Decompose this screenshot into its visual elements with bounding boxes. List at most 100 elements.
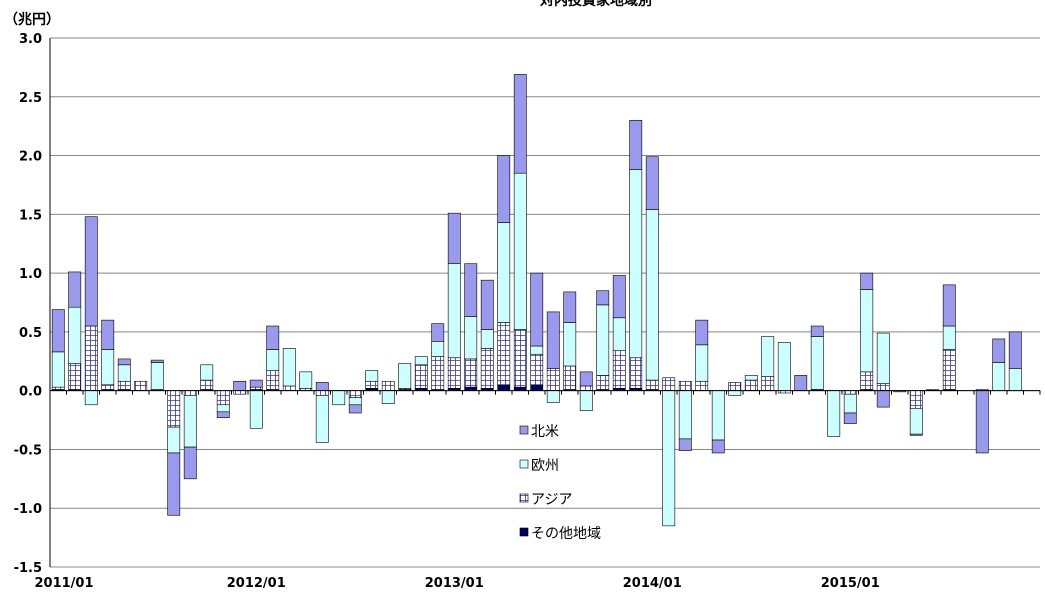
bar-north_america-40 [711,439,725,454]
bar-north_america-32 [579,371,593,387]
bar-asia-29 [530,353,544,386]
bar-north_america-27 [497,155,511,223]
bar-asia-30 [546,368,560,391]
bar-europe-26 [480,329,494,349]
legend-swatch-asia [519,493,529,503]
bar-asia-50 [876,383,890,391]
bar-north_america-3 [101,319,115,350]
bar-north_america-52 [909,433,923,436]
y-tick-label: 2.0 [19,150,42,165]
gridlines [50,37,1040,568]
bar-north_america-2 [84,216,98,327]
bar-north_america-45 [794,375,808,391]
y-tick-label: -0.5 [14,443,42,458]
bar-europe-10 [216,404,230,413]
bar-europe-40 [711,390,725,441]
bar-north_america-46 [810,325,824,337]
bar-north_america-13 [266,325,280,350]
bar-asia-54 [942,349,956,390]
bar-asia-27 [497,322,511,386]
bar-north_america-8 [183,446,197,480]
bar-north_america-12 [249,379,263,388]
bar-europe-50 [876,332,890,384]
bar-north_america-34 [612,275,626,319]
legend-label-other: その他地域 [531,526,601,542]
bar-north_america-29 [530,272,544,347]
x-tick-label: 2012/01 [227,576,286,591]
bar-europe-8 [183,395,197,448]
bar-europe-27 [497,222,511,323]
bar-asia-26 [480,348,494,389]
bar-north_america-18 [348,404,362,414]
bar-north_america-4 [117,358,131,366]
bar-north_america-36 [645,156,659,210]
bar-north_america-54 [942,284,956,327]
y-tick-label: 0.0 [19,385,42,400]
bar-europe-25 [464,316,478,360]
bar-europe-6 [150,362,164,390]
x-tick-label: 2015/01 [821,576,880,591]
bar-asia-14 [282,385,296,391]
bar-asia-9 [200,379,214,390]
bar-asia-3 [101,384,115,390]
bar-europe-4 [117,364,131,382]
legend-swatch-north_america [519,425,529,435]
bar-europe-3 [101,349,115,386]
bar-asia-32 [579,385,593,391]
y-tick-label: -1.5 [14,561,42,576]
bar-europe-57 [992,362,1006,391]
bar-asia-25 [464,358,478,388]
bar-asia-20 [381,380,395,391]
bar-north_america-49 [860,272,874,290]
bar-north_america-39 [695,319,709,346]
bar-asia-42 [744,379,758,391]
bar-europe-2 [84,390,98,406]
legend-swatch-other [519,527,529,537]
x-tick-label: 2011/01 [34,576,93,591]
legend-label-asia: アジア [531,492,572,508]
y-tick-label: 2.5 [19,91,42,106]
bar-europe-46 [810,336,824,390]
bar-north_america-30 [546,311,560,369]
bar-north_america-25 [464,263,478,317]
x-tick-label: 2013/01 [425,576,484,591]
y-tick-label: -1.0 [14,502,42,517]
bar-europe-42 [744,375,758,381]
y-tick-label: 1.5 [19,208,42,223]
bar-asia-23 [431,356,445,390]
bar-north_america-0 [51,309,65,353]
bar-europe-7 [167,426,181,454]
bar-europe-9 [200,364,214,381]
bar-other-29 [530,384,544,391]
bar-asia-19 [365,380,379,389]
bar-europe-37 [662,390,676,527]
bar-europe-31 [563,322,577,367]
bar-asia-35 [629,357,643,389]
bar-europe-34 [612,317,626,351]
bar-asia-2 [84,325,98,391]
bar-europe-32 [579,390,593,411]
bar-europe-12 [249,390,263,429]
bar-europe-33 [596,304,610,376]
bar-asia-5 [134,380,148,391]
bar-north_america-57 [992,338,1006,363]
bar-europe-17 [332,390,346,406]
x-tick-label: 2014/01 [623,576,682,591]
bar-north_america-50 [876,390,890,408]
bar-asia-48 [843,390,857,395]
bar-north_america-23 [431,323,445,342]
bar-europe-13 [266,349,280,371]
tick-labels: 3.0 2.5 2.0 1.5 1.0 0.5 0.0 -0.5 -1.0 -1.52011/01… [14,32,880,591]
bar-europe-52 [909,407,923,435]
bar-europe-54 [942,325,956,350]
bar-north_america-6 [150,359,164,363]
bar-north_america-26 [480,279,494,330]
bar-asia-18 [348,390,362,399]
bar-north_america-58 [1008,331,1022,369]
bar-north_america-38 [678,438,692,451]
bar-asia-12 [249,386,263,390]
bar-europe-19 [365,370,379,382]
bar-europe-47 [827,390,841,437]
